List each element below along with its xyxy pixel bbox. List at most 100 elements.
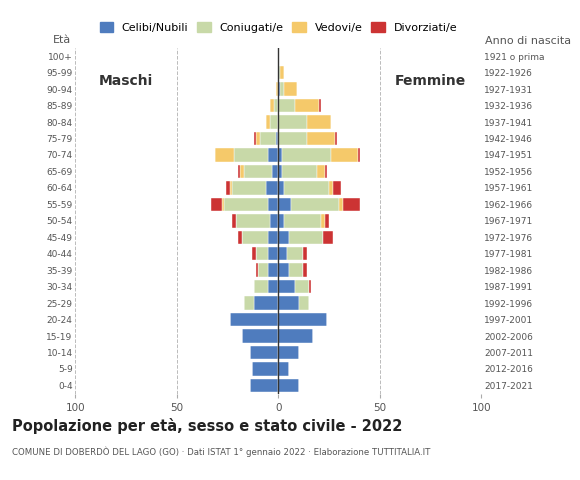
Bar: [339, 198, 343, 211]
Bar: [242, 329, 278, 343]
Bar: [278, 198, 291, 211]
Bar: [256, 132, 260, 145]
Bar: [333, 181, 341, 194]
Bar: [254, 296, 278, 310]
Text: Anno di nascita: Anno di nascita: [485, 36, 571, 46]
Bar: [329, 181, 333, 194]
Bar: [303, 247, 307, 261]
Bar: [278, 296, 299, 310]
Text: Popolazione per età, sesso e stato civile - 2022: Popolazione per età, sesso e stato civil…: [12, 418, 402, 433]
Bar: [280, 83, 284, 96]
Bar: [268, 230, 278, 244]
Bar: [278, 346, 299, 359]
Bar: [211, 198, 222, 211]
Bar: [260, 132, 276, 145]
Bar: [278, 329, 313, 343]
Bar: [325, 214, 329, 228]
Bar: [307, 115, 331, 129]
Bar: [268, 264, 278, 277]
Bar: [250, 346, 278, 359]
Bar: [343, 198, 360, 211]
Bar: [278, 230, 288, 244]
Bar: [278, 165, 282, 178]
Bar: [231, 214, 235, 228]
Bar: [278, 115, 307, 129]
Bar: [242, 230, 268, 244]
Bar: [323, 230, 333, 244]
Bar: [284, 181, 329, 194]
Bar: [278, 362, 288, 376]
Bar: [254, 132, 256, 145]
Bar: [273, 165, 278, 178]
Bar: [278, 313, 327, 326]
Bar: [282, 148, 331, 162]
Bar: [278, 379, 299, 392]
Bar: [357, 148, 360, 162]
Bar: [270, 99, 274, 112]
Bar: [278, 99, 295, 112]
Bar: [252, 362, 278, 376]
Bar: [234, 148, 268, 162]
Bar: [252, 247, 256, 261]
Bar: [278, 264, 288, 277]
Bar: [284, 83, 296, 96]
Bar: [295, 280, 309, 293]
Bar: [256, 247, 268, 261]
Text: Età: Età: [53, 35, 71, 45]
Bar: [230, 313, 278, 326]
Bar: [240, 165, 244, 178]
Bar: [256, 264, 258, 277]
Bar: [278, 83, 280, 96]
Bar: [291, 198, 339, 211]
Bar: [278, 132, 307, 145]
Bar: [288, 230, 323, 244]
Text: Maschi: Maschi: [99, 74, 153, 88]
Bar: [244, 165, 273, 178]
Bar: [222, 198, 223, 211]
Bar: [270, 214, 278, 228]
Bar: [268, 280, 278, 293]
Bar: [231, 181, 266, 194]
Bar: [278, 247, 287, 261]
Bar: [280, 66, 284, 79]
Bar: [335, 132, 337, 145]
Bar: [270, 115, 278, 129]
Bar: [215, 148, 234, 162]
Bar: [307, 132, 335, 145]
Bar: [230, 181, 231, 194]
Bar: [325, 165, 327, 178]
Bar: [238, 165, 240, 178]
Bar: [268, 198, 278, 211]
Bar: [287, 247, 303, 261]
Bar: [278, 148, 282, 162]
Bar: [244, 296, 254, 310]
Bar: [321, 214, 325, 228]
Bar: [278, 181, 284, 194]
Bar: [268, 247, 278, 261]
Bar: [282, 165, 317, 178]
Text: COMUNE DI DOBERDÒ DEL LAGO (GO) · Dati ISTAT 1° gennaio 2022 · Elaborazione TUTT: COMUNE DI DOBERDÒ DEL LAGO (GO) · Dati I…: [12, 446, 430, 457]
Text: Femmine: Femmine: [395, 74, 466, 88]
Bar: [266, 181, 278, 194]
Bar: [317, 165, 325, 178]
Bar: [303, 264, 307, 277]
Bar: [268, 148, 278, 162]
Bar: [224, 198, 268, 211]
Legend: Celibi/Nubili, Coniugati/e, Vedovi/e, Divorziati/e: Celibi/Nubili, Coniugati/e, Vedovi/e, Di…: [100, 23, 457, 33]
Bar: [278, 214, 284, 228]
Bar: [274, 99, 278, 112]
Bar: [276, 132, 278, 145]
Bar: [278, 280, 295, 293]
Bar: [288, 264, 303, 277]
Bar: [266, 115, 270, 129]
Bar: [254, 280, 268, 293]
Bar: [278, 66, 280, 79]
Bar: [250, 379, 278, 392]
Bar: [319, 99, 321, 112]
Bar: [284, 214, 321, 228]
Bar: [258, 264, 268, 277]
Bar: [226, 181, 230, 194]
Bar: [276, 83, 278, 96]
Bar: [235, 214, 270, 228]
Bar: [299, 296, 309, 310]
